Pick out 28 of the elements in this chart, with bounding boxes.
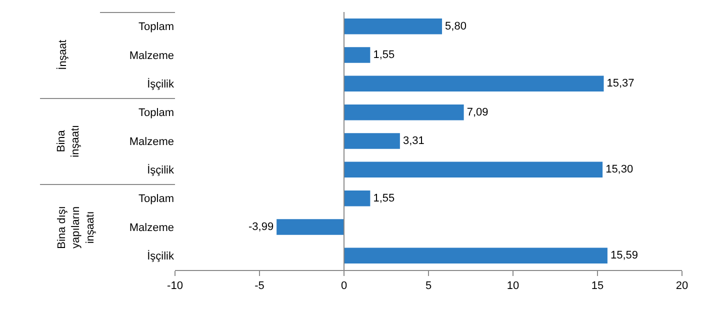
data-label: -3,99 [248, 221, 274, 233]
data-label: 7,09 [466, 106, 488, 118]
data-label: 3,31 [402, 135, 424, 147]
y-tick-label: Toplam [138, 107, 174, 120]
x-tick-label: 10 [506, 280, 520, 292]
data-label: 15,37 [606, 78, 634, 90]
x-tick-label: 0 [340, 280, 348, 292]
y-tick-label: Malzeme [129, 136, 174, 148]
y-tick-label: Malzeme [129, 50, 174, 62]
data-label: 5,80 [445, 20, 466, 32]
data-label: 15,59 [610, 250, 638, 262]
x-tick-label: -10 [167, 280, 183, 292]
text: İnşaat [56, 40, 69, 70]
y-tick-label: İşçilik [147, 250, 174, 263]
y-tick-label: İşçilik [147, 78, 174, 91]
x-tick-label: 15 [591, 280, 604, 292]
y-tick-label: Malzeme [129, 222, 174, 234]
data-label: 1,55 [373, 192, 395, 204]
y-tick-label: Toplam [138, 193, 174, 206]
y-tick-label: Toplam [138, 21, 174, 34]
text: Bina inşaatı [55, 124, 82, 158]
x-tick-label: -5 [254, 280, 264, 292]
data-label: 15,30 [606, 164, 634, 176]
y-tick-label: İşçilik [147, 164, 174, 177]
text: Bina dışı yapıların inşaatı [56, 206, 96, 249]
data-label: 1,55 [373, 49, 395, 61]
x-tick-label: 5 [425, 280, 432, 292]
x-tick-label: 20 [676, 280, 688, 292]
